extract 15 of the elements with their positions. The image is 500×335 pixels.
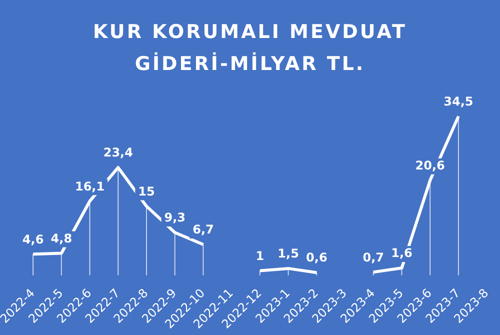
data-label: 1,6 — [391, 246, 412, 260]
data-label: 34,5 — [444, 94, 474, 108]
data-label: 20,6 — [415, 158, 445, 173]
data-label: 23,4 — [103, 146, 133, 160]
chart-title: KUR KORUMALI MEVDUAT GİDERİ-MİLYAR TL. — [92, 20, 408, 77]
data-label: 1 — [256, 248, 264, 263]
data-label: 4,6 — [22, 232, 44, 246]
data-label: 16,1 — [74, 179, 105, 194]
data-label: 0,7 — [362, 250, 384, 264]
data-label: 6,7 — [192, 222, 214, 237]
data-label: 1,5 — [278, 246, 299, 261]
data-label: 9,3 — [164, 210, 186, 225]
data-label: 4,8 — [50, 231, 72, 246]
data-label: 15 — [138, 184, 155, 198]
data-label: 0,6 — [306, 250, 328, 265]
